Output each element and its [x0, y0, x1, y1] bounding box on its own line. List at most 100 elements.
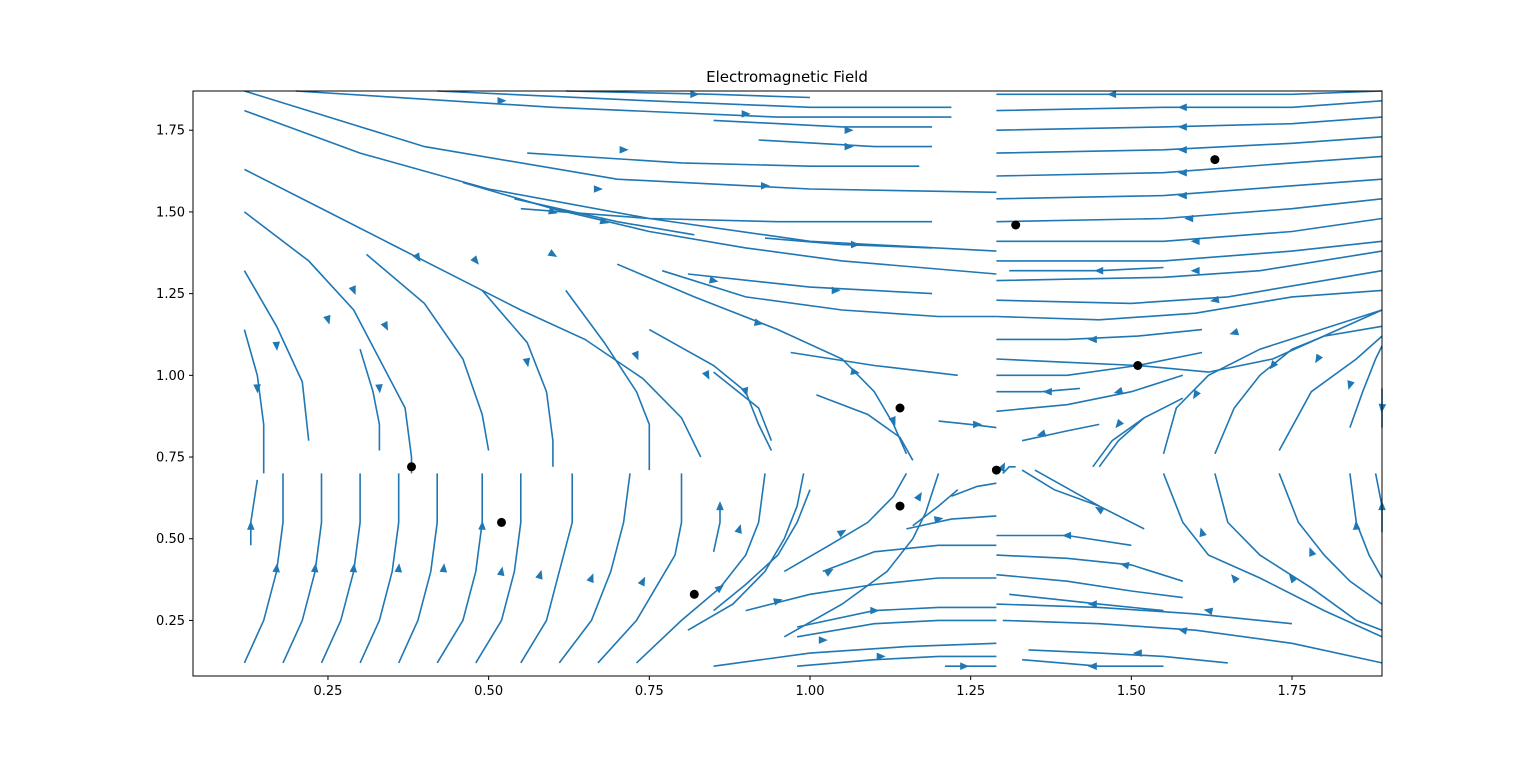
streamline	[996, 178, 1383, 200]
stream-arrow	[690, 90, 700, 99]
stream-arrow	[547, 207, 558, 215]
charge-point	[689, 589, 699, 599]
stream-arrow	[1113, 386, 1124, 395]
streamline	[996, 554, 1184, 582]
streamline	[1009, 593, 1164, 612]
streamline	[359, 348, 381, 451]
y-tick-label: 1.00	[156, 369, 185, 384]
streamline	[996, 250, 1383, 282]
stream-arrow	[497, 97, 507, 105]
streamline	[437, 90, 952, 109]
streamline	[243, 211, 413, 474]
streamline	[996, 328, 1203, 341]
streamline	[712, 506, 721, 552]
stream-arrow	[1107, 90, 1117, 99]
streamline	[906, 515, 997, 530]
x-tick-label: 1.50	[1117, 684, 1146, 699]
x-axis: 0.25 0.50 0.75 1.00 1.25 1.50 1.75	[313, 676, 1306, 699]
stream-arrow	[1177, 146, 1187, 154]
streamline	[1092, 417, 1145, 468]
streamline	[1162, 309, 1383, 455]
streamline	[996, 155, 1383, 177]
streamline	[565, 90, 811, 99]
stream-arrow	[753, 318, 764, 326]
streamline	[996, 217, 1383, 243]
streamline	[1002, 619, 1383, 664]
streamline	[996, 269, 1383, 305]
streamline	[514, 198, 695, 236]
stream-arrow	[619, 146, 629, 154]
y-tick-label: 1.25	[156, 287, 185, 302]
stream-arrow	[888, 415, 896, 426]
stream-arrow	[1094, 506, 1105, 515]
x-tick-label: 0.75	[635, 684, 664, 699]
streamline	[816, 394, 914, 461]
streamline	[996, 351, 1203, 377]
stream-arrow	[439, 563, 448, 573]
stream-arrow	[850, 367, 860, 376]
stream-arrow	[348, 285, 356, 296]
streamline	[790, 351, 958, 377]
streamline	[1021, 423, 1100, 442]
stream-arrow	[772, 598, 783, 606]
streamline	[912, 489, 959, 527]
streamline	[565, 289, 651, 471]
streamline	[527, 152, 920, 167]
streamline	[797, 655, 997, 667]
y-tick-label: 0.75	[156, 451, 185, 466]
streamline	[661, 269, 997, 318]
stream-arrow	[960, 662, 970, 670]
streamline	[635, 473, 766, 664]
stream-arrow	[1190, 266, 1200, 275]
stream-arrow	[380, 321, 389, 331]
stream-arrow	[470, 255, 479, 265]
streamline	[1002, 465, 1016, 474]
streamline	[996, 240, 1383, 262]
stream-arrow	[997, 462, 1006, 473]
stream-arrow	[310, 563, 319, 573]
stream-arrow	[1062, 531, 1072, 540]
stream-arrow	[1309, 547, 1317, 557]
stream-arrow	[272, 563, 280, 573]
stream-arrow	[870, 606, 880, 615]
streamline	[520, 473, 574, 664]
stream-arrow	[478, 520, 486, 530]
y-tick-label: 1.75	[156, 124, 185, 139]
streamline	[713, 642, 997, 667]
streamline	[475, 473, 522, 664]
stream-arrow	[394, 563, 403, 573]
streamline	[1214, 325, 1383, 455]
streamline	[244, 90, 997, 194]
stream-arrow	[631, 350, 639, 361]
stream-arrow	[586, 573, 594, 584]
charge-point	[895, 403, 905, 413]
streamline	[713, 371, 773, 441]
streamline	[597, 473, 683, 664]
plot-frame	[192, 90, 1383, 677]
x-tick-label: 1.00	[796, 684, 825, 699]
streamlines-layer	[243, 90, 1383, 668]
streamline	[1022, 658, 1164, 668]
stream-arrow	[734, 524, 742, 534]
streamline	[616, 263, 908, 455]
streamline	[1162, 473, 1383, 638]
stream-arrow	[1229, 328, 1240, 336]
stream-arrow	[1036, 429, 1047, 437]
stream-arrow	[1177, 168, 1187, 177]
stream-arrow	[716, 501, 724, 511]
stream-arrow	[844, 142, 854, 151]
streamline	[243, 329, 265, 474]
streamline	[996, 198, 1383, 223]
stream-arrow	[1315, 353, 1324, 364]
stream-arrow	[708, 276, 719, 284]
stream-arrow	[496, 566, 505, 577]
y-tick-label: 1.50	[156, 205, 185, 220]
streamline	[1349, 345, 1383, 428]
x-tick-label: 0.25	[313, 684, 342, 699]
charges-layer	[407, 155, 1220, 599]
stream-arrow	[761, 182, 770, 190]
stream-arrow	[1184, 214, 1194, 223]
streamline	[1278, 335, 1383, 451]
streamline	[996, 573, 1183, 599]
